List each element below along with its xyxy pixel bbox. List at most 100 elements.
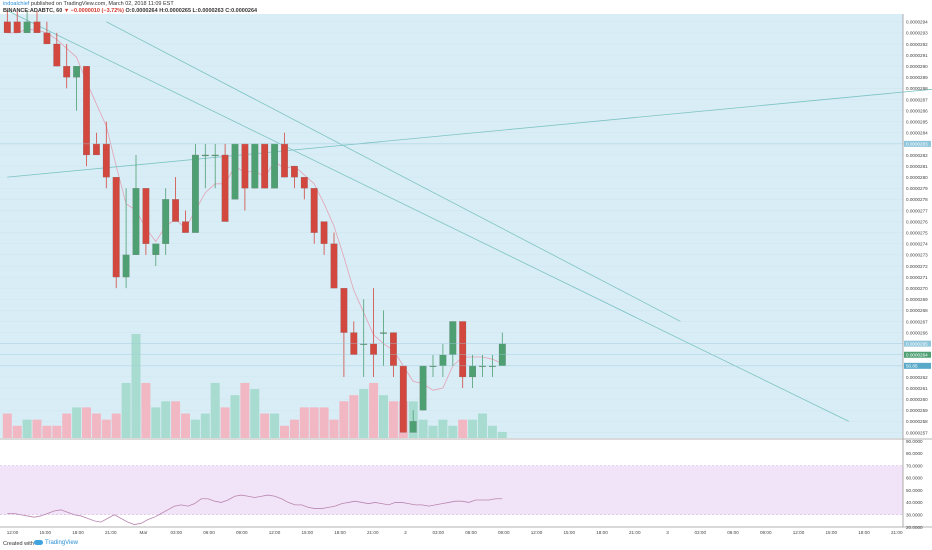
time-tick-label: 06:00 [727, 530, 739, 535]
volume-bar [52, 425, 62, 438]
price-tick-label: 0.0000278 [906, 197, 928, 202]
volume-bar [418, 419, 428, 438]
price-tick-label: 0.0000273 [906, 253, 928, 258]
time-tick-label: 18:00 [596, 530, 608, 535]
price-tick-label: 0.0000293 [906, 31, 928, 36]
candle[interactable] [330, 232, 338, 289]
candle[interactable] [33, 10, 41, 33]
price-tick-label: 0.0000268 [906, 308, 928, 313]
candle[interactable] [340, 288, 348, 377]
time-tick-label: 3 [666, 530, 669, 535]
trendline-1[interactable] [7, 10, 849, 422]
price-tick-label: 0.0000258 [906, 419, 928, 424]
candle-body [102, 143, 110, 178]
candle[interactable] [132, 154, 140, 255]
price-tick-label: 0.0000272 [906, 264, 928, 269]
tradingview-cloud-icon [34, 540, 43, 545]
candle-body [439, 354, 447, 366]
rsi-tick-label: 90.0000 [906, 439, 923, 444]
price-tick-label: 0.0000277 [906, 208, 928, 213]
candle-body [320, 221, 328, 244]
candle[interactable] [310, 188, 318, 244]
rsi-tick-label: 60.0000 [906, 476, 923, 481]
symbol-label[interactable]: BINANCE:ADABTC, 60 [3, 8, 63, 14]
candle[interactable] [221, 143, 229, 222]
candle[interactable] [271, 143, 278, 189]
price-tag-label: 0.0000264 [906, 352, 928, 357]
rsi-tick-label: 20.0000 [906, 525, 923, 530]
time-tick-label: 03:00 [433, 530, 445, 535]
time-tick-label: 21:00 [367, 530, 379, 535]
candle[interactable] [409, 410, 417, 433]
price-tick-label: 0.0000292 [906, 42, 928, 47]
time-tick-label: 21:00 [105, 530, 117, 535]
author-link[interactable]: indoalchief [3, 1, 30, 7]
volume-bar [91, 413, 101, 438]
candle-body [3, 21, 11, 33]
rsi-band [0, 465, 903, 515]
volume-bar [121, 382, 131, 438]
candle[interactable] [112, 177, 120, 289]
candle[interactable] [300, 177, 308, 200]
volume-bar [478, 413, 487, 438]
candle[interactable] [201, 143, 209, 189]
volume-bar [151, 407, 161, 438]
candle[interactable] [152, 243, 160, 266]
candle[interactable] [122, 188, 130, 289]
candle[interactable] [83, 66, 90, 167]
volume-bar [210, 382, 220, 438]
candle[interactable] [261, 143, 269, 189]
price-tick-label: 0.0000280 [906, 175, 928, 180]
rsi-pane[interactable] [0, 441, 903, 527]
volume-bar [497, 431, 507, 438]
published-line: indoalchief published on TradingView.com… [3, 1, 174, 7]
rsi-tick-label: 80.0000 [906, 451, 923, 456]
candle[interactable] [380, 310, 387, 366]
volume-bar [22, 419, 32, 438]
candle[interactable] [142, 188, 150, 255]
volume-bar [171, 401, 181, 438]
price-pane[interactable] [0, 10, 932, 438]
price-tag-label: 0.0000283 [906, 142, 928, 147]
candle[interactable] [399, 365, 407, 433]
tradingview-logo[interactable]: TradingView [34, 540, 78, 546]
volume-bar [42, 425, 52, 438]
rsi-line [7, 494, 503, 525]
volume-bar [2, 413, 12, 438]
ohlc-high-label: H: [159, 8, 165, 14]
candle[interactable] [43, 21, 51, 45]
candle[interactable] [291, 165, 298, 189]
candle[interactable] [63, 43, 71, 89]
candle[interactable] [192, 143, 199, 233]
candle[interactable] [53, 32, 61, 67]
candle[interactable] [172, 177, 180, 222]
trendline-3[interactable] [7, 66, 932, 178]
candle[interactable] [231, 143, 239, 200]
candle[interactable] [182, 210, 189, 233]
time-tick-label: 03:00 [171, 530, 183, 535]
time-tick-label: 18:00 [334, 530, 346, 535]
candle[interactable] [162, 188, 170, 255]
price-tick-label: 0.0000274 [906, 242, 928, 247]
trendline-2[interactable] [106, 21, 681, 322]
time-tick-label: 21:00 [891, 530, 903, 535]
candle[interactable] [73, 66, 81, 111]
rsi-tick-label: 50.0000 [906, 488, 923, 493]
candle-body [409, 421, 417, 433]
candle[interactable] [23, 10, 31, 33]
candle[interactable] [320, 221, 328, 255]
volume-bar [428, 425, 438, 438]
candle-body [251, 143, 259, 189]
candle[interactable] [211, 143, 219, 189]
candle[interactable] [3, 10, 11, 33]
candle[interactable] [13, 10, 21, 33]
volume-bar [141, 382, 151, 438]
candle[interactable] [419, 365, 427, 411]
volume-bar [161, 401, 171, 438]
price-tick-label: 0.0000269 [906, 297, 928, 302]
candle-body [380, 332, 387, 334]
time-tick-label: 12:00 [793, 530, 805, 535]
candle[interactable] [251, 143, 259, 189]
price-tick-label: 0.0000285 [906, 119, 928, 124]
